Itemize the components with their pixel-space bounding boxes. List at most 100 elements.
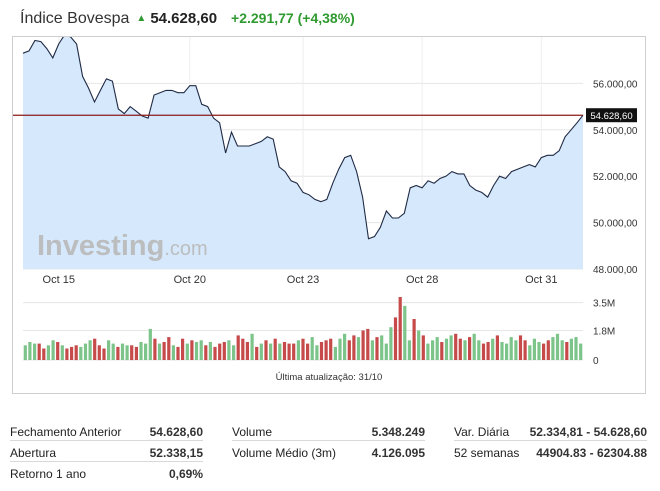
price-area (23, 37, 583, 269)
volume-bar (546, 340, 550, 360)
volume-bar (329, 338, 333, 360)
stat-row: Var. Diária 52.334,81 - 54.628,60 (454, 420, 647, 441)
volume-bar (352, 335, 356, 360)
volume-bar (176, 346, 180, 360)
volume-bar (134, 346, 138, 360)
volume-bar (273, 338, 277, 360)
volume-bar (491, 338, 495, 360)
stat-row: Volume 5.348.249 (232, 420, 425, 441)
volume-bar (162, 342, 166, 360)
volume-bar (458, 338, 462, 360)
volume-bar (347, 340, 351, 360)
up-arrow-icon: ▲ (136, 13, 147, 24)
volume-bar (194, 342, 199, 360)
x-tick-label: Oct 20 (174, 274, 206, 286)
volume-bar (120, 343, 125, 360)
volume-bar (481, 343, 486, 360)
stat-row: Fechamento Anterior 54.628,60 (10, 420, 203, 441)
volume-bar (56, 342, 60, 360)
volume-bar (393, 317, 398, 360)
stat-label: Volume (232, 425, 273, 439)
volume-bar (356, 337, 361, 360)
price-chart[interactable]: 56.000,00 54.000,00 52.000,00 50.000,00 48.0… (13, 37, 645, 393)
volume-bar (185, 343, 189, 360)
volume-bar (278, 343, 282, 360)
volume-tick-label: 1.8M (593, 327, 615, 338)
volume-bar (301, 338, 305, 360)
volume-bar (500, 342, 504, 360)
volume-bar (111, 343, 115, 360)
volume-bar (51, 340, 55, 360)
volume-bar (125, 345, 129, 361)
volume-bar (157, 343, 162, 360)
stat-label: Var. Diária (454, 425, 510, 439)
investing-watermark: Investing.com (37, 230, 208, 262)
last-price-label: 54.628,60 (590, 111, 632, 122)
volume-bar (380, 335, 384, 360)
volume-bar (236, 335, 240, 360)
y-tick-label: 48.000,00 (593, 265, 638, 276)
current-price: 54.628,60 (150, 10, 218, 27)
volume-bar (23, 345, 27, 361)
stat-value: 5.348.249 (371, 425, 425, 439)
stats-table: Fechamento Anterior 54.628,60 Abertura 5… (0, 420, 660, 491)
volume-bar (468, 337, 472, 360)
volume-bar (560, 340, 564, 360)
volume-bar (407, 340, 411, 360)
volume-bar (509, 337, 513, 360)
stat-row: 52 semanas 44904.83 - 62304.88 (454, 441, 647, 461)
volume-bar (319, 342, 324, 360)
volume-bar (232, 345, 236, 361)
volume-bar (310, 337, 314, 360)
volume-bar (435, 337, 439, 360)
volume-bar (532, 338, 536, 360)
volume-bar (574, 337, 578, 360)
volume-bar (366, 328, 370, 360)
last-update-label: Última atualização: 31/10 (276, 372, 383, 383)
volume-bar (579, 343, 583, 360)
x-tick-label: Oct 23 (287, 274, 319, 286)
stats-column-3: Var. Diária 52.334,81 - 54.628,60 52 sem… (454, 420, 647, 461)
volume-bar (60, 345, 64, 361)
volume-bar (417, 330, 421, 360)
volume-bar (370, 340, 374, 360)
volume-bar (102, 348, 106, 360)
volume-bar (486, 342, 490, 360)
volume-bar (116, 346, 120, 360)
volume-bar (65, 348, 69, 360)
volume-bar (79, 346, 83, 360)
volume-bar (107, 340, 111, 360)
volume-bar (421, 335, 425, 360)
x-tick-label: Oct 28 (406, 274, 438, 286)
stat-row: Retorno 1 ano 0,69% (10, 462, 203, 482)
stat-label: Volume Médio (3m) (232, 446, 337, 460)
volume-tick-label: 3.5M (593, 299, 615, 310)
x-tick-label: Oct 31 (525, 274, 557, 286)
volume-bar (555, 333, 560, 360)
volume-bar (514, 340, 518, 360)
volume-bar (144, 343, 148, 360)
volume-bar (403, 305, 407, 360)
volume-bar (389, 327, 393, 360)
volume-bar (218, 343, 222, 360)
volume-bar (282, 342, 287, 360)
chart-panel[interactable]: 56.000,00 54.000,00 52.000,00 50.000,00 48.0… (12, 36, 646, 394)
volume-bar (338, 338, 342, 360)
y-tick-label: 50.000,00 (593, 219, 638, 230)
volume-bar (213, 346, 217, 360)
stat-value: 52.338,15 (149, 446, 203, 460)
volume-bar (375, 337, 379, 360)
volume-bar (264, 340, 268, 360)
volume-bar (74, 345, 78, 361)
volume-bar (333, 346, 337, 360)
watermark-text: Investing (37, 230, 164, 262)
volume-bar (440, 342, 444, 360)
volume-bar (28, 342, 32, 360)
volume-bar (398, 297, 402, 360)
volume-bar (148, 328, 152, 360)
volume-bar (83, 343, 88, 360)
volume-bar (565, 342, 569, 360)
volume-bar (259, 343, 263, 360)
volume-bar (241, 338, 245, 360)
volume-tick-label: 0 (593, 356, 599, 367)
